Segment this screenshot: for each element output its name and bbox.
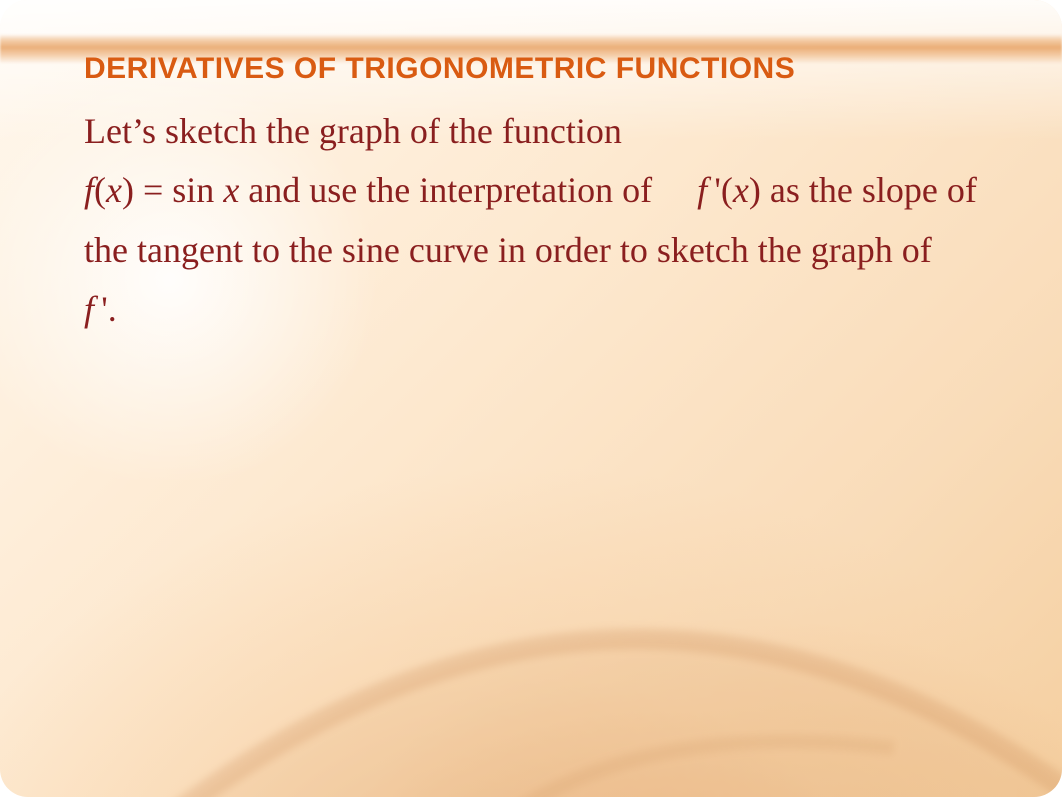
math-fprime-f-1: f: [697, 170, 714, 210]
text-seg-3: and use the interpretation of: [239, 170, 661, 210]
arc-fill: [53, 639, 1062, 797]
math-x-3: x: [733, 170, 749, 210]
arc-inner-line: [404, 742, 895, 797]
background-arc-decoration: [53, 457, 1062, 797]
math-eq-sin: ) = sin: [122, 170, 223, 210]
text-seg-1: Let’s sketch the graph of the function: [84, 111, 622, 151]
math-paren-open-1: (: [94, 170, 106, 210]
math-paren-open-2: (: [721, 170, 733, 210]
math-f: f: [84, 170, 94, 210]
slide-container: DERIVATIVES OF TRIGONOMETRIC FUNCTIONS L…: [0, 0, 1062, 797]
math-paren-close-2: ): [749, 170, 761, 210]
math-x-2: x: [223, 170, 239, 210]
math-fprime-f-2: f: [84, 289, 101, 329]
text-period: .: [108, 289, 117, 329]
content-area: DERIVATIVES OF TRIGONOMETRIC FUNCTIONS L…: [84, 52, 1002, 340]
arc-stroke: [53, 639, 1062, 797]
slide-body: Let’s sketch the graph of the function f…: [84, 102, 1002, 340]
slide-title: DERIVATIVES OF TRIGONOMETRIC FUNCTIONS: [84, 52, 1002, 86]
math-x-1: x: [106, 170, 122, 210]
